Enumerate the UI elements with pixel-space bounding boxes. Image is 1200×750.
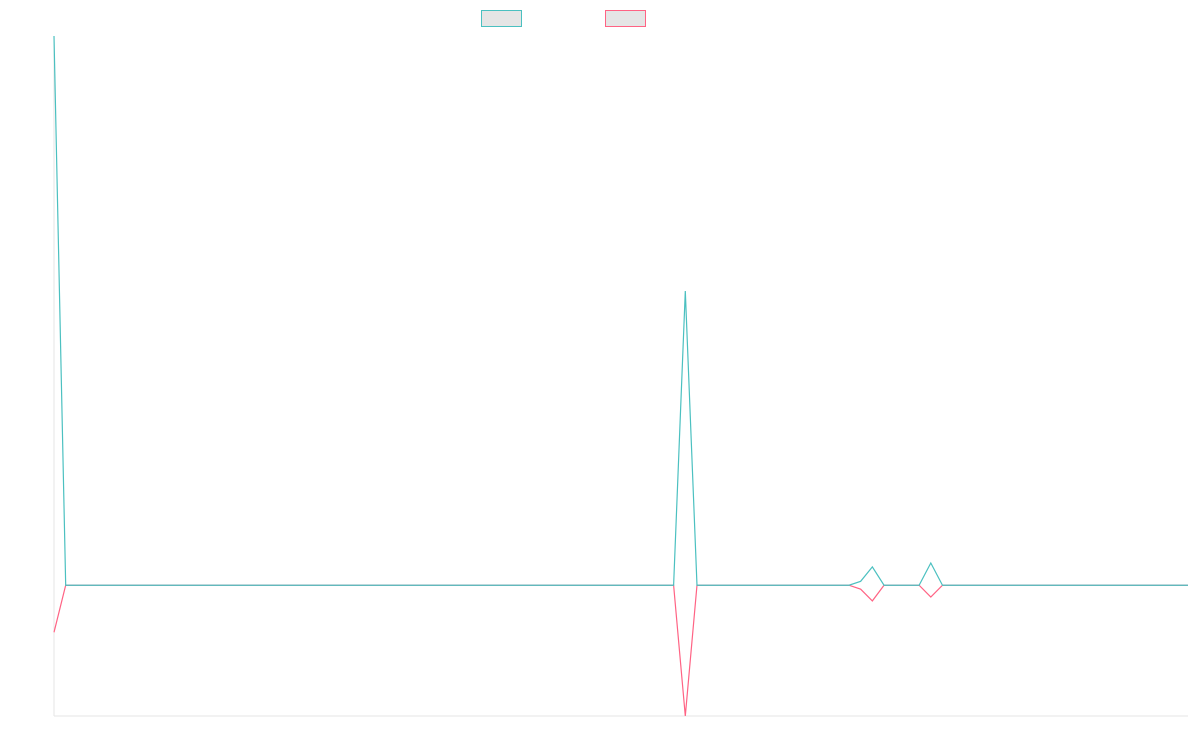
legend <box>481 10 646 27</box>
series-line-2 <box>53 584 1188 717</box>
legend-swatch-series-1 <box>481 10 522 27</box>
series-line-1 <box>53 35 1188 586</box>
legend-swatch-series-2 <box>605 10 646 27</box>
series-lines <box>53 35 1188 717</box>
axes <box>53 36 1188 717</box>
